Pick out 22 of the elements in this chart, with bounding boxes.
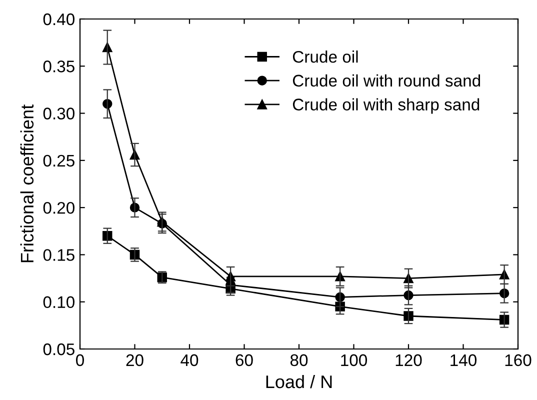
x-axis-title: Load / N xyxy=(266,374,332,388)
legend-label: Crude oil xyxy=(292,50,358,63)
x-tick-label: 0 xyxy=(76,354,84,366)
y-tick-label: 0.20 xyxy=(43,202,74,214)
x-tick-label: 140 xyxy=(450,354,477,366)
y-tick-label: 0.40 xyxy=(43,13,74,26)
y-axis-title: Frictional coefficient xyxy=(20,104,34,262)
y-tick-label: 0.05 xyxy=(43,343,74,356)
x-tick-label: 40 xyxy=(180,354,198,366)
legend-label: Crude oil with sharp sand xyxy=(292,98,480,114)
x-tick-label: 60 xyxy=(236,354,253,366)
x-tick-label: 20 xyxy=(126,354,144,366)
y-tick-label: 0.35 xyxy=(43,60,74,72)
y-tick-label: 0.10 xyxy=(43,296,74,308)
y-tick-label: 0.30 xyxy=(43,108,74,120)
y-tick-label: 0.25 xyxy=(43,154,74,167)
x-tick-label: 80 xyxy=(290,354,308,366)
legend-label: Crude oil with round sand xyxy=(292,74,480,87)
x-tick-label: 160 xyxy=(505,354,532,366)
x-tick-label: 120 xyxy=(396,354,422,366)
y-tick-label: 0.15 xyxy=(43,249,74,261)
x-tick-label: 100 xyxy=(341,354,368,366)
